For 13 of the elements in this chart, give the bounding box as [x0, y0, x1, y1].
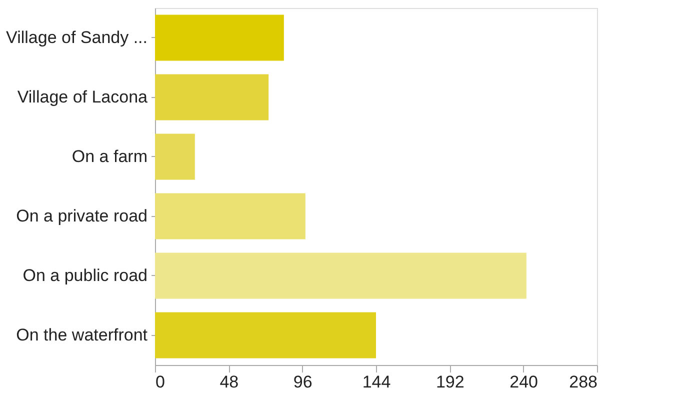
- x-tick-label: 0: [156, 372, 165, 392]
- y-tick-label: Village of Lacona: [17, 87, 148, 106]
- x-tick-label: 240: [510, 372, 538, 392]
- x-tick-label: 192: [436, 372, 464, 392]
- y-tick-label: On a farm: [72, 146, 148, 166]
- x-tick-label: 288: [569, 372, 598, 392]
- x-tick-label: 48: [220, 372, 239, 392]
- y-tick-label: On a public road: [22, 266, 148, 285]
- y-tick-label: On a private road: [16, 206, 148, 226]
- x-tick-label: 144: [362, 372, 391, 392]
- y-tick-label: On the waterfront: [16, 325, 148, 344]
- x-tick-label: 96: [293, 372, 312, 392]
- y-tick-label: Village of Sandy ...: [6, 28, 148, 47]
